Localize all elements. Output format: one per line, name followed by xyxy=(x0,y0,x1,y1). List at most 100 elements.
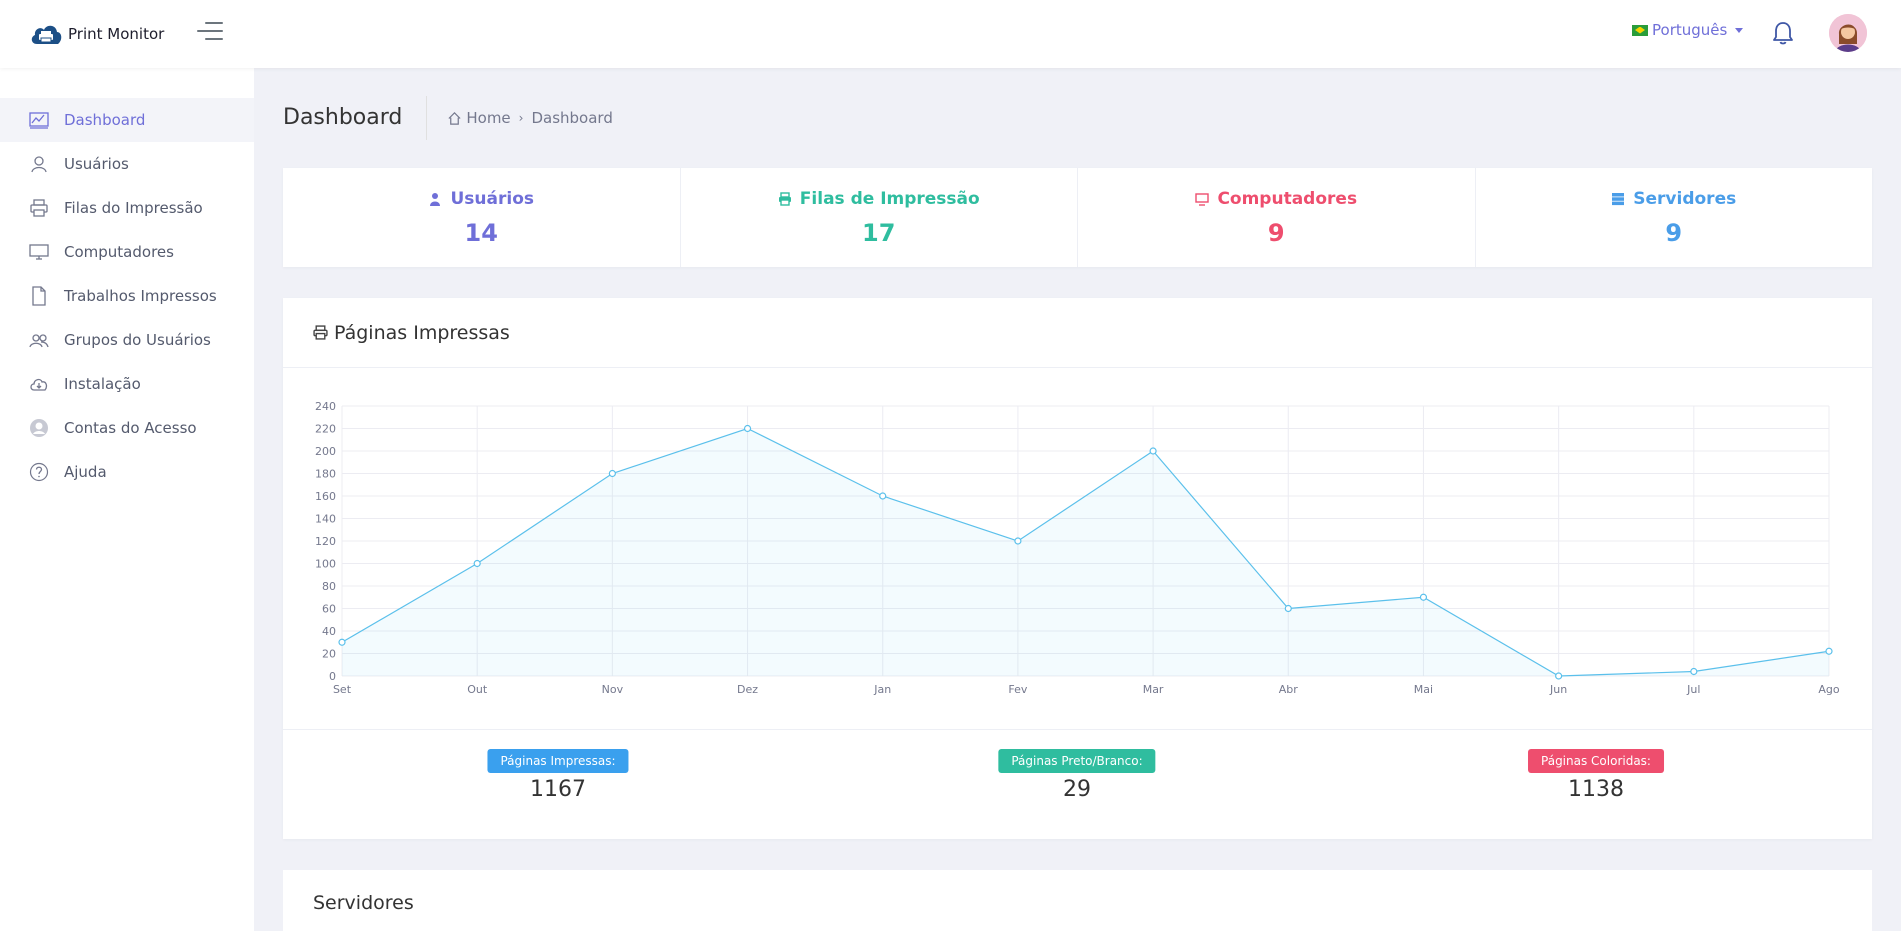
y-tick-label: 60 xyxy=(322,603,336,616)
monitor-icon xyxy=(28,241,50,263)
x-tick-label: Fev xyxy=(1008,683,1027,696)
x-tick-label: Abr xyxy=(1279,683,1299,696)
stat-label-wrap: Usuários xyxy=(428,189,534,209)
y-tick-label: 140 xyxy=(315,513,336,526)
sidebar-item-label: Instalação xyxy=(64,375,141,393)
summary-value: 1167 xyxy=(529,777,586,802)
data-point xyxy=(1419,593,1428,601)
data-point xyxy=(1555,672,1563,680)
monitor-icon xyxy=(1195,192,1210,206)
pages-printed-card: Páginas Impressas 0 20 40 60 80 100 120 140 160 1… xyxy=(283,298,1872,839)
y-tick-label: 40 xyxy=(322,625,336,638)
sidebar-item-instalacao[interactable]: Instalação xyxy=(0,362,254,406)
stat-label: Servidores xyxy=(1633,188,1737,209)
stat-usuarios[interactable]: Usuários 14 xyxy=(283,168,681,267)
summary-badge: Páginas Preto/Branco: xyxy=(998,749,1156,773)
caret-down-icon xyxy=(1735,27,1744,33)
stat-label: Usuários xyxy=(450,188,534,209)
data-point xyxy=(1149,447,1157,455)
server-icon xyxy=(1612,192,1625,205)
chart-line-icon xyxy=(28,109,50,131)
stat-label-wrap: Servidores xyxy=(1611,189,1736,209)
breadcrumb: Home › Dashboard xyxy=(447,109,613,127)
series-area xyxy=(342,428,1829,676)
data-point xyxy=(743,424,752,433)
series-line xyxy=(341,427,1830,677)
printer-icon xyxy=(778,191,791,206)
users-icon xyxy=(28,329,50,351)
x-tick-label: Set xyxy=(333,683,352,696)
y-tick-label: 220 xyxy=(315,423,336,436)
card-title: Páginas Impressas xyxy=(334,321,510,344)
stat-label: Filas de Impressão xyxy=(799,188,980,209)
sidebar-item-contas[interactable]: Contas do Acesso xyxy=(0,406,254,450)
data-point xyxy=(338,638,346,646)
stat-filas[interactable]: Filas de Impressão 17 xyxy=(681,168,1078,267)
breadcrumb-current: Dashboard xyxy=(531,109,613,127)
x-tick-label: Mai xyxy=(1414,683,1433,696)
cloud-download-icon xyxy=(28,373,50,395)
data-point xyxy=(1825,647,1833,655)
user-icon xyxy=(430,192,441,206)
sidebar-item-trabalhos[interactable]: Trabalhos Impressos xyxy=(0,274,254,318)
user-avatar[interactable] xyxy=(1829,14,1867,52)
stat-value: 9 xyxy=(1665,218,1683,247)
hamburger-icon xyxy=(205,22,223,24)
servers-card: Servidores xyxy=(283,870,1872,931)
sidebar-item-label: Grupos do Usuários xyxy=(64,331,211,349)
sidebar-item-usuarios[interactable]: Usuários xyxy=(0,142,254,186)
y-tick-label: 200 xyxy=(315,445,336,458)
sidebar-item-filas[interactable]: Filas do Impressão xyxy=(0,186,254,230)
stats-row: Usuários 14 Filas de Impressão 17 Comput… xyxy=(283,168,1872,267)
app-logo[interactable]: Print Monitor xyxy=(28,19,164,49)
sidebar-item-label: Trabalhos Impressos xyxy=(64,287,217,305)
y-tick-label: 180 xyxy=(315,468,336,481)
menu-toggle-button[interactable] xyxy=(197,22,225,46)
sidebar-item-label: Computadores xyxy=(64,243,174,261)
home-icon xyxy=(448,111,461,125)
help-icon xyxy=(28,461,50,483)
stat-value: 14 xyxy=(464,218,498,247)
breadcrumb-separator-icon: › xyxy=(518,111,524,125)
sidebar-item-ajuda[interactable]: Ajuda xyxy=(0,450,254,494)
stat-value: 17 xyxy=(862,218,896,247)
sidebar-item-label: Dashboard xyxy=(64,111,146,129)
sidebar-item-label: Contas do Acesso xyxy=(64,419,197,437)
x-tick-label: Ago xyxy=(1818,683,1840,696)
x-tick-label: Nov xyxy=(602,683,624,696)
sidebar-item-label: Usuários xyxy=(64,155,129,173)
page-header: Dashboard Home › Dashboard xyxy=(283,96,613,140)
x-tick-label: Jan xyxy=(873,683,891,696)
data-point xyxy=(473,559,481,568)
sidebar-item-label: Ajuda xyxy=(64,463,107,481)
bell-icon xyxy=(1773,22,1793,45)
account-icon xyxy=(28,417,50,439)
breadcrumb-home-link[interactable]: Home xyxy=(466,109,511,127)
y-tick-label: 160 xyxy=(315,490,336,503)
sidebar-item-computadores[interactable]: Computadores xyxy=(0,230,254,274)
x-tick-label: Dez xyxy=(737,683,758,696)
sidebar-item-dashboard[interactable]: Dashboard xyxy=(0,98,254,142)
user-icon xyxy=(28,153,50,175)
y-tick-label: 0 xyxy=(329,670,336,683)
y-tick-label: 120 xyxy=(315,535,336,548)
stat-label: Computadores xyxy=(1217,188,1358,209)
stat-computadores[interactable]: Computadores 9 xyxy=(1078,168,1476,267)
sidebar-item-label: Filas do Impressão xyxy=(64,199,203,217)
printer-icon xyxy=(313,325,328,340)
summary-total: Páginas Impressas: 1167 xyxy=(487,749,629,802)
summary-color: Páginas Coloridas: 1138 xyxy=(1528,749,1664,802)
stat-servidores[interactable]: Servidores 9 xyxy=(1476,168,1873,267)
cloud-printer-icon xyxy=(31,25,62,44)
topbar: Print Monitor Português xyxy=(0,0,1901,68)
x-tick-label: Jul xyxy=(1686,683,1700,696)
avatar-icon xyxy=(1829,14,1867,52)
document-icon xyxy=(28,285,50,307)
data-point xyxy=(1690,667,1698,676)
pages-printed-chart: 0 20 40 60 80 100 120 140 160 180 200 220 240 Set Out N… xyxy=(315,400,1840,696)
language-label: Português xyxy=(1652,21,1728,39)
x-tick-label: Mar xyxy=(1143,683,1164,696)
notifications-button[interactable] xyxy=(1771,20,1795,46)
language-selector[interactable]: Português xyxy=(1632,20,1744,40)
sidebar-item-grupos[interactable]: Grupos do Usuários xyxy=(0,318,254,362)
